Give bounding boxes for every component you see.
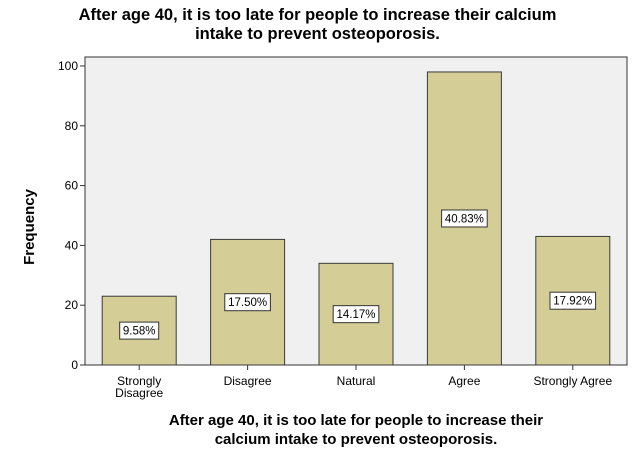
x-category-label: Disagree	[224, 374, 272, 388]
y-tick-label: 100	[58, 59, 78, 73]
x-category-label: Agree	[448, 374, 480, 388]
x-axis-title-line: After age 40, it is too late for people …	[0, 411, 635, 430]
x-axis-title-line: calcium intake to prevent osteoporosis.	[0, 430, 635, 449]
y-axis-label: Frequency	[21, 188, 38, 265]
y-tick-label: 60	[65, 179, 79, 193]
y-tick-label: 80	[65, 119, 79, 133]
data-label: 17.92%	[553, 296, 592, 308]
x-category-label: Natural	[337, 374, 376, 388]
x-axis-title: After age 40, it is too late for people …	[0, 411, 635, 449]
y-tick-label: 20	[65, 298, 79, 312]
data-label: 9.58%	[123, 326, 156, 338]
x-category-label: Disagree	[115, 386, 163, 400]
y-tick-label: 0	[71, 358, 78, 372]
data-label: 17.50%	[228, 297, 267, 309]
x-category-label: Strongly Agree	[533, 374, 612, 388]
data-label: 14.17%	[336, 309, 375, 321]
y-axis-ticks: 0 20 40 60 80 100	[58, 59, 85, 372]
y-tick-label: 40	[65, 238, 79, 252]
data-label: 40.83%	[445, 213, 484, 225]
